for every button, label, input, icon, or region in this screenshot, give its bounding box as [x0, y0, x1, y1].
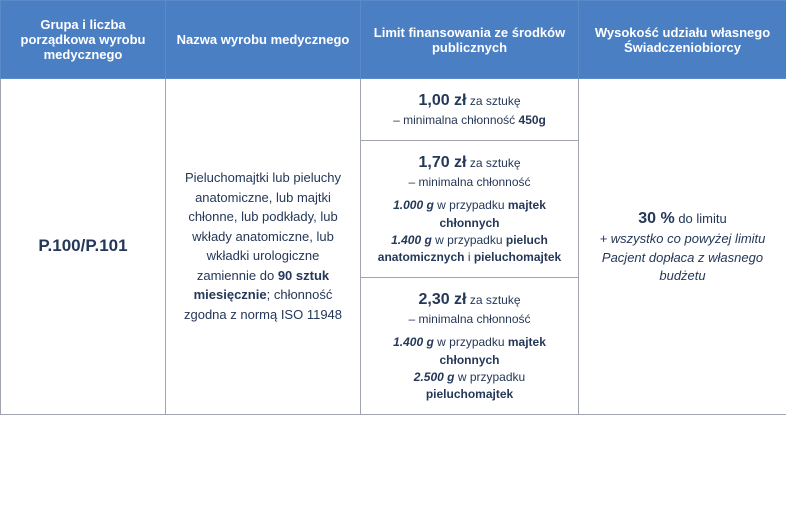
per-2: za sztukę: [467, 156, 521, 170]
g3-2: 2.500 g: [414, 370, 455, 384]
product-code: P.100/P.101: [1, 79, 166, 415]
detail-3: – minimalna chłonność: [408, 312, 530, 326]
g2-2: 1.400 g: [391, 233, 432, 247]
share-to-limit: do limitu: [675, 211, 727, 226]
t3-2: w przypadku: [455, 370, 526, 384]
t3-1: w przypadku: [434, 335, 508, 349]
t2-2: w przypadku: [432, 233, 506, 247]
header-row: Grupa i liczba porządkowa wyrobu medyczn…: [1, 1, 786, 79]
price-3: 2,30 zł: [418, 291, 466, 308]
product-description: Pieluchomajtki lub pieluchy anatomiczne,…: [166, 79, 361, 415]
g3-1: 1.400 g: [393, 335, 434, 349]
g-1: 450g: [519, 113, 546, 127]
t2-1: w przypadku: [434, 198, 508, 212]
b3-2: pieluchomajtek: [426, 387, 513, 401]
reimbursement-table: Grupa i liczba porządkowa wyrobu medyczn…: [0, 0, 786, 415]
detail-2: – minimalna chłonność: [408, 175, 530, 189]
desc-part1: Pieluchomajtki lub pieluchy anatomiczne,…: [185, 170, 341, 283]
g2-1: 1.000 g: [393, 198, 434, 212]
b2-2b: pieluchomajtek: [474, 250, 561, 264]
limit-row-2: 1,70 zł za sztukę – minimalna chłonność …: [361, 140, 579, 277]
price-1: 1,00 zł: [418, 92, 466, 109]
price-2: 1,70 zł: [418, 154, 466, 171]
per-1: za sztukę: [467, 94, 521, 108]
header-col4: Wysokość udziału własnego Świadczeniobio…: [579, 1, 786, 79]
limit-row-3: 2,30 zł za sztukę – minimalna chłonność …: [361, 277, 579, 414]
detail-1: – minimalna chłonność: [393, 113, 518, 127]
own-share: 30 % do limitu + wszystko co powyżej lim…: [579, 79, 786, 415]
header-col1: Grupa i liczba porządkowa wyrobu medyczn…: [1, 1, 166, 79]
header-col3: Limit finansowania ze środków publicznyc…: [361, 1, 579, 79]
limit-row-1: 1,00 zł za sztukę – minimalna chłonność …: [361, 79, 579, 141]
and-2: i: [465, 250, 474, 264]
header-col2: Nazwa wyrobu medycznego: [166, 1, 361, 79]
per-3: za sztukę: [467, 293, 521, 307]
share-percent: 30 %: [638, 210, 674, 227]
share-note: + wszystko co powyżej limitu Pacjent dop…: [600, 231, 766, 284]
data-row-1: P.100/P.101 Pieluchomajtki lub pieluchy …: [1, 79, 786, 141]
